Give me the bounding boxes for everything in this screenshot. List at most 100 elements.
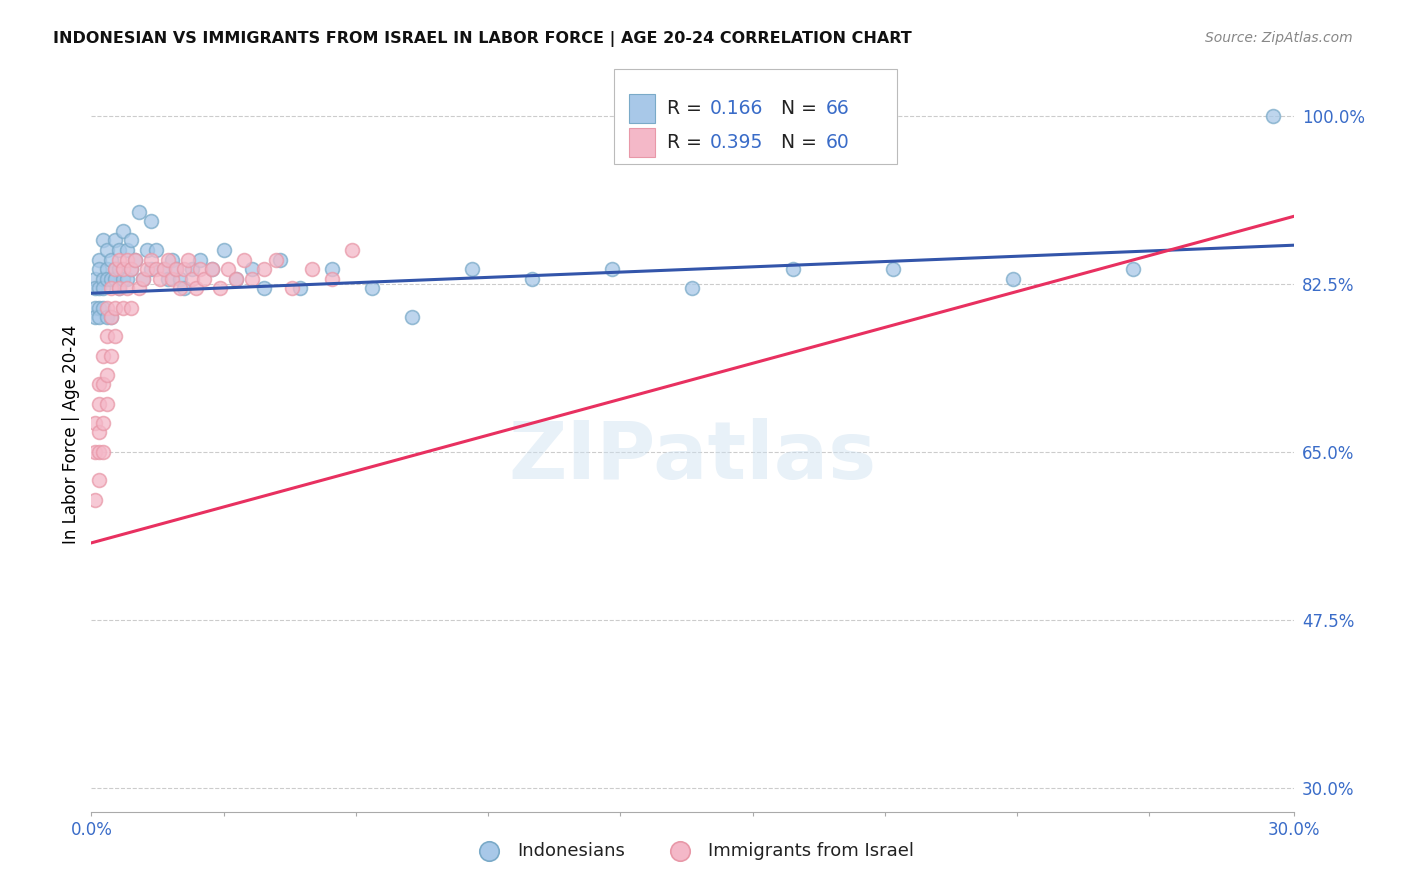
- Point: [108, 252, 131, 267]
- Point: [96, 262, 118, 277]
- Point: [269, 252, 291, 267]
- Point: [89, 397, 111, 411]
- Point: [96, 329, 118, 343]
- Point: [89, 377, 111, 392]
- Point: [188, 262, 211, 277]
- Point: [522, 272, 544, 286]
- Point: [232, 252, 254, 267]
- Point: [100, 310, 122, 325]
- Point: [253, 262, 276, 277]
- Point: [173, 262, 195, 277]
- Point: [340, 243, 363, 257]
- Point: [112, 224, 135, 238]
- Point: [84, 444, 107, 458]
- Point: [96, 397, 118, 411]
- Point: [104, 329, 127, 343]
- Point: [141, 214, 163, 228]
- Point: [281, 281, 304, 295]
- Point: [152, 262, 174, 277]
- Point: [96, 243, 118, 257]
- Point: [225, 272, 247, 286]
- Point: [89, 252, 111, 267]
- Text: Source: ZipAtlas.com: Source: ZipAtlas.com: [1205, 31, 1353, 45]
- Point: [360, 281, 382, 295]
- Point: [180, 272, 202, 286]
- Point: [145, 243, 167, 257]
- Point: [108, 281, 131, 295]
- Point: [93, 234, 115, 248]
- Point: [681, 281, 703, 295]
- Point: [96, 301, 118, 315]
- Point: [89, 474, 111, 488]
- Bar: [628, 128, 655, 157]
- Text: N =: N =: [782, 133, 824, 152]
- Point: [132, 272, 155, 286]
- Point: [225, 272, 247, 286]
- Point: [128, 204, 150, 219]
- Point: [84, 492, 107, 507]
- Point: [169, 281, 191, 295]
- Point: [184, 281, 207, 295]
- Point: [124, 252, 146, 267]
- Point: [84, 416, 107, 430]
- Point: [93, 444, 115, 458]
- Point: [188, 252, 211, 267]
- Point: [100, 272, 122, 286]
- Text: ZIPatlas: ZIPatlas: [509, 418, 876, 497]
- Point: [176, 252, 198, 267]
- Point: [193, 272, 215, 286]
- Text: INDONESIAN VS IMMIGRANTS FROM ISRAEL IN LABOR FORCE | AGE 20-24 CORRELATION CHAR: INDONESIAN VS IMMIGRANTS FROM ISRAEL IN …: [53, 31, 912, 47]
- Point: [240, 262, 263, 277]
- Point: [160, 252, 183, 267]
- Point: [121, 301, 143, 315]
- Point: [84, 281, 107, 295]
- Point: [201, 262, 224, 277]
- Point: [165, 262, 187, 277]
- Point: [201, 262, 224, 277]
- Point: [240, 272, 263, 286]
- Point: [782, 262, 804, 277]
- Point: [169, 272, 191, 286]
- Point: [160, 272, 183, 286]
- Point: [264, 252, 287, 267]
- Point: [89, 425, 111, 440]
- Point: [121, 234, 143, 248]
- Point: [89, 281, 111, 295]
- Text: 0.166: 0.166: [709, 99, 762, 118]
- Point: [156, 272, 179, 286]
- Text: N =: N =: [782, 99, 824, 118]
- Point: [84, 301, 107, 315]
- Text: 66: 66: [825, 99, 849, 118]
- Point: [117, 281, 139, 295]
- Point: [602, 262, 624, 277]
- FancyBboxPatch shape: [614, 70, 897, 163]
- Point: [93, 301, 115, 315]
- Point: [121, 262, 143, 277]
- Legend: Indonesians, Immigrants from Israel: Indonesians, Immigrants from Israel: [464, 834, 921, 867]
- Point: [882, 262, 904, 277]
- Point: [1263, 109, 1285, 123]
- Text: R =: R =: [668, 99, 709, 118]
- Point: [100, 310, 122, 325]
- Point: [124, 252, 146, 267]
- Point: [108, 281, 131, 295]
- Point: [104, 234, 127, 248]
- Point: [141, 262, 163, 277]
- Point: [112, 301, 135, 315]
- Point: [461, 262, 484, 277]
- Point: [100, 349, 122, 363]
- Point: [84, 310, 107, 325]
- Point: [117, 272, 139, 286]
- Point: [321, 272, 343, 286]
- Point: [108, 262, 131, 277]
- Point: [173, 281, 195, 295]
- Point: [112, 272, 135, 286]
- Point: [141, 252, 163, 267]
- Point: [96, 310, 118, 325]
- Point: [145, 262, 167, 277]
- Point: [148, 272, 170, 286]
- Bar: [628, 95, 655, 123]
- Point: [401, 310, 423, 325]
- Point: [89, 262, 111, 277]
- Point: [132, 272, 155, 286]
